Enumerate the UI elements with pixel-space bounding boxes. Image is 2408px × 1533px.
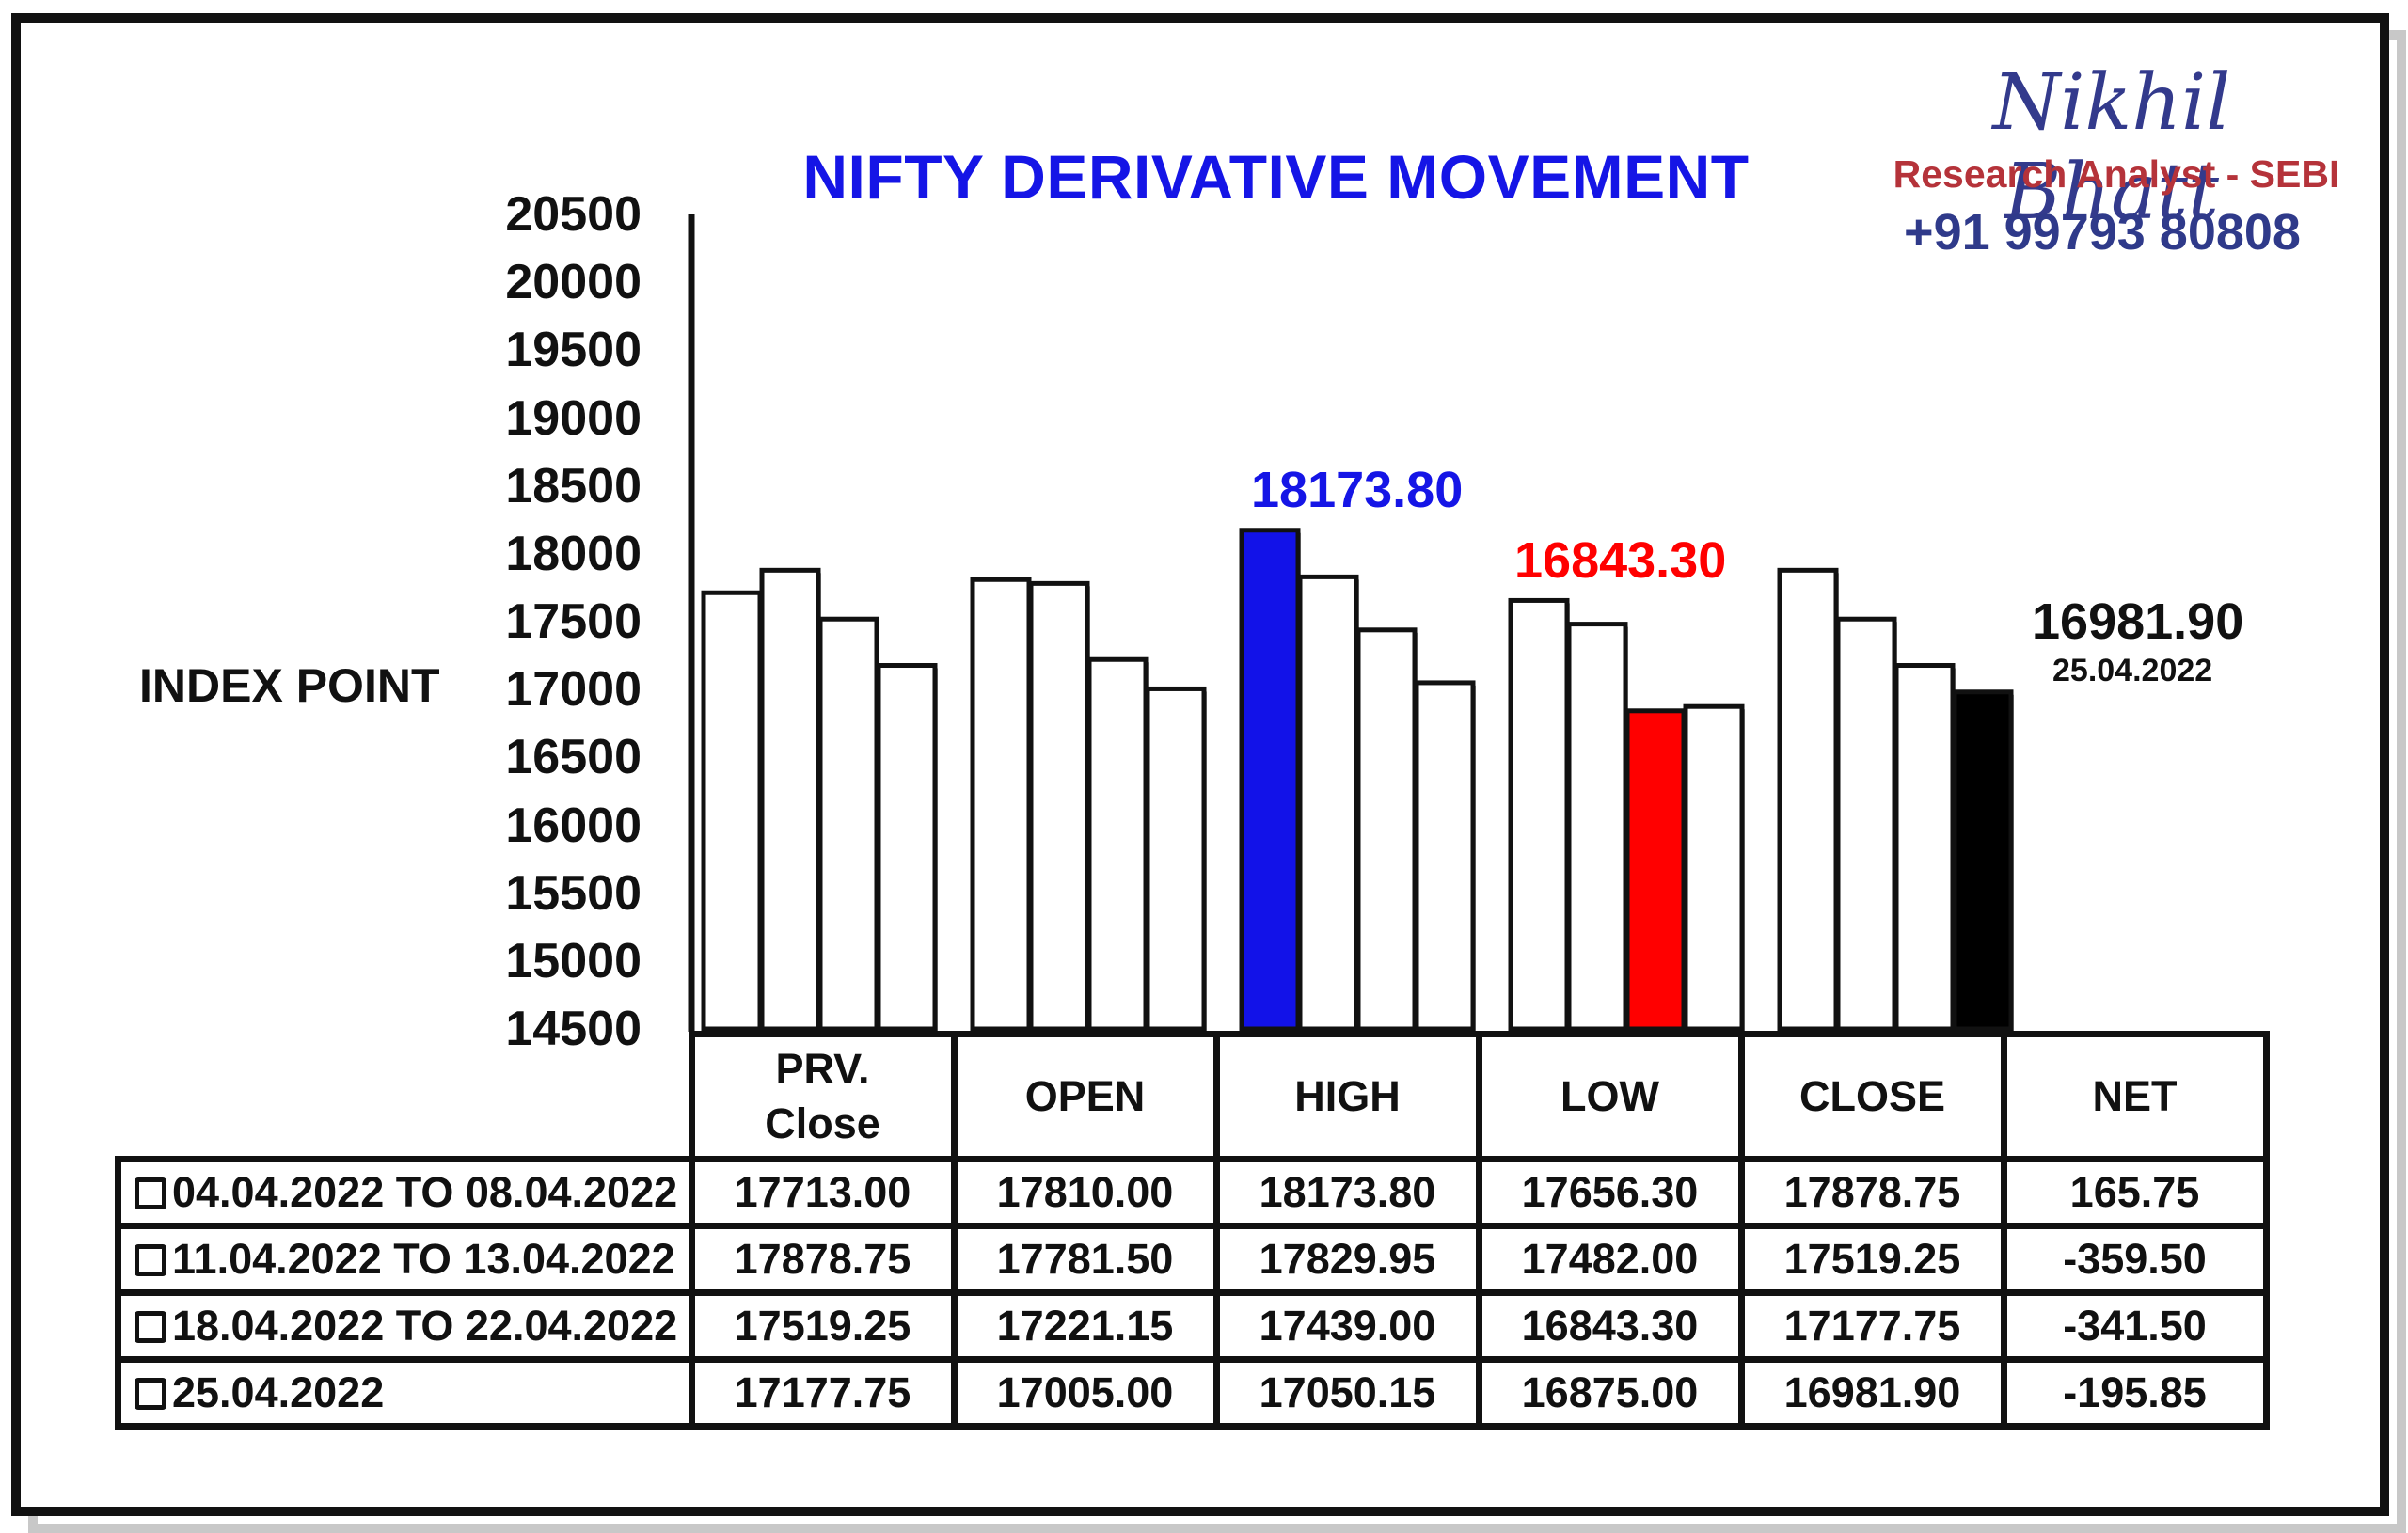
y-tick-label: 17000 [505,662,642,718]
bar [1952,689,2014,1032]
cell-prv-close: 17177.75 [688,1356,958,1430]
legend-checkbox-icon [135,1378,166,1410]
bar [1777,567,1839,1032]
header-net: NET [2000,1031,2270,1162]
y-tick-label: 20000 [505,255,642,310]
bar [701,590,763,1032]
row-label: 11.04.2022 TO 13.04.2022 [115,1223,695,1296]
close-date-annotation: 25.04.2022 [2052,653,2213,688]
header-open: OPEN [950,1031,1220,1162]
bar [817,616,879,1032]
row-label-text: 04.04.2022 TO 08.04.2022 [172,1168,678,1216]
bar [1145,686,1207,1032]
chart-title: NIFTY DERIVATIVE MOVEMENT [802,142,1750,212]
cell-net: 165.75 [2000,1156,2270,1229]
bar [1355,627,1418,1032]
cell-open: 17005.00 [950,1356,1220,1430]
header-prv-line1: PRV. [775,1044,870,1093]
author-phone: +91 99793 80808 [1904,204,2301,261]
table-header-row: PRV. Close OPEN HIGH LOW CLOSE NET [119,1031,2270,1162]
cell-open: 17810.00 [950,1156,1220,1229]
low-annotation: 16843.30 [1514,532,1727,589]
bar [1893,663,1956,1032]
y-tick-label: 15500 [505,865,642,921]
bar [1835,616,1897,1032]
header-prv-close: PRV. Close [688,1031,958,1162]
cell-prv-close: 17713.00 [688,1156,958,1229]
author-role: Research Analyst - SEBI [1893,152,2340,196]
row-label-text: 11.04.2022 TO 13.04.2022 [172,1235,675,1283]
y-tick-label: 20500 [505,187,642,242]
table-row: 18.04.2022 TO 22.04.2022 17519.25 17221.… [115,1289,2270,1363]
bar [1566,622,1628,1032]
y-tick-label: 16500 [505,730,642,785]
cell-low: 17656.30 [1475,1156,1745,1229]
bar [1414,680,1476,1032]
cell-close: 17177.75 [1737,1289,2007,1363]
row-label: 18.04.2022 TO 22.04.2022 [115,1289,695,1363]
cell-high: 17439.00 [1212,1289,1482,1363]
y-tick-label: 18000 [505,526,642,581]
bar [970,577,1032,1032]
cell-low: 17482.00 [1475,1223,1745,1296]
row-label-text: 25.04.2022 [172,1368,385,1416]
row-label: 04.04.2022 TO 08.04.2022 [115,1156,695,1229]
data-table: PRV. Close OPEN HIGH LOW CLOSE NET 04.04.… [115,1031,2270,1430]
cell-prv-close: 17878.75 [688,1223,958,1296]
y-tick-label: 15000 [505,933,642,988]
cell-net: -195.85 [2000,1356,2270,1430]
bar [1624,708,1687,1032]
y-tick-label: 18500 [505,458,642,514]
y-tick-label: 17500 [505,594,642,649]
table-row: 04.04.2022 TO 08.04.2022 17713.00 17810.… [115,1156,2270,1229]
bar [1239,528,1301,1032]
cell-high: 18173.80 [1212,1156,1482,1229]
cell-low: 16875.00 [1475,1356,1745,1430]
high-annotation: 18173.80 [1251,462,1464,518]
bar [1297,574,1359,1032]
table-corner [119,1035,692,1160]
y-tick-label: 19000 [505,390,642,446]
cell-close: 16981.90 [1737,1356,2007,1430]
bar [759,567,821,1032]
row-label-text: 18.04.2022 TO 22.04.2022 [172,1302,678,1350]
legend-checkbox-icon [135,1244,166,1276]
header-prv-line2: Close [765,1099,880,1147]
cell-high: 17050.15 [1212,1356,1482,1430]
cell-open: 17221.15 [950,1289,1220,1363]
cell-net: -359.50 [2000,1223,2270,1296]
y-axis-label: INDEX POINT [139,659,440,712]
bar [1086,656,1149,1032]
cell-high: 17829.95 [1212,1223,1482,1296]
header-high: HIGH [1212,1031,1482,1162]
cell-close: 17878.75 [1737,1156,2007,1229]
y-tick-label: 16000 [505,798,642,853]
legend-checkbox-icon [135,1311,166,1343]
table-row: 11.04.2022 TO 13.04.2022 17878.75 17781.… [115,1223,2270,1296]
cell-low: 16843.30 [1475,1289,1745,1363]
legend-checkbox-icon [135,1177,166,1209]
bar [876,663,938,1032]
cell-prv-close: 17519.25 [688,1289,958,1363]
y-tick-label: 19500 [505,323,642,378]
row-label: 25.04.2022 [115,1356,695,1430]
table-row: 25.04.2022 17177.75 17005.00 17050.15 16… [115,1356,2270,1430]
close-annotation: 16981.90 [2032,593,2244,650]
y-tick-label: 14500 [505,1002,642,1056]
author-signature: Nikhil Bhatt [1992,58,2231,237]
header-low: LOW [1475,1031,1745,1162]
bar [1028,580,1090,1032]
bar [1508,597,1570,1032]
bar [1683,703,1745,1032]
cell-net: -341.50 [2000,1289,2270,1363]
cell-close: 17519.25 [1737,1223,2007,1296]
cell-open: 17781.50 [950,1223,1220,1296]
header-close: CLOSE [1737,1031,2007,1162]
